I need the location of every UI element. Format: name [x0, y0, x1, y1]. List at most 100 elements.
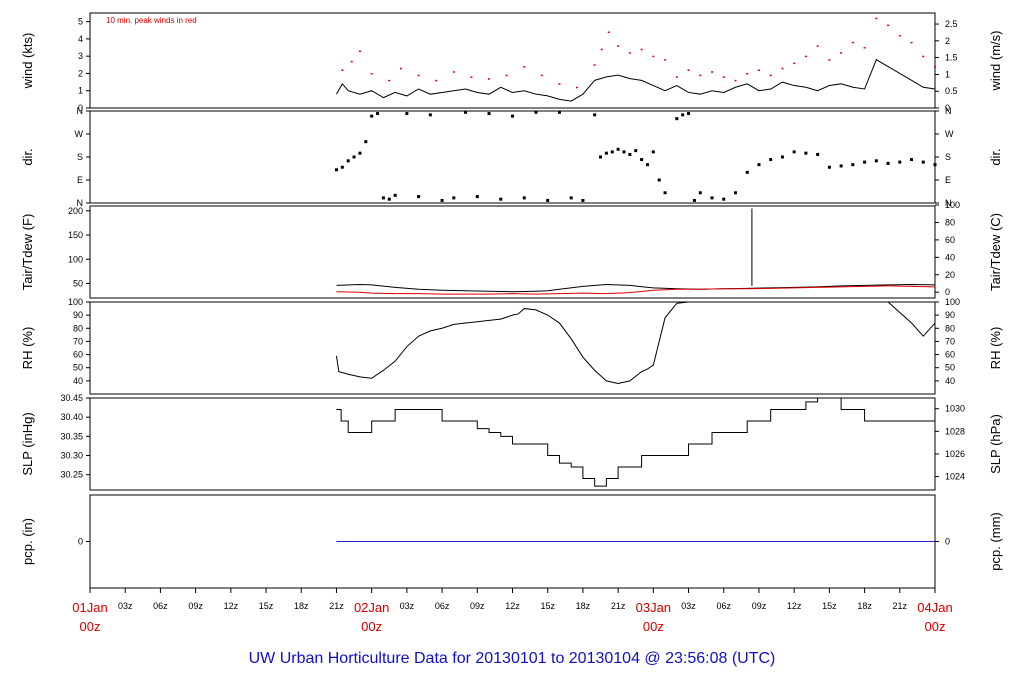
- peak-wind-point: [804, 55, 807, 58]
- peak-wind-point: [734, 79, 737, 82]
- panel-pcp: 0 0 pcp. (in) pcp. (mm): [20, 494, 1003, 589]
- wind-direction-point: [599, 155, 603, 159]
- wind-direction-point: [569, 196, 573, 200]
- xtick-label: 03z: [118, 601, 133, 611]
- peak-wind-point: [400, 67, 403, 70]
- ytick-label-right: 1026: [945, 449, 965, 459]
- wind-direction-point: [511, 114, 514, 118]
- peak-wind-point: [470, 76, 473, 78]
- xtick-day-label: 01Jan: [72, 600, 107, 615]
- xtick-label: 21z: [611, 601, 626, 611]
- ytick-label: 5: [78, 17, 83, 27]
- panel-temp: 50 100 150 200 0 20 40 60 80 100 Tair/Tdew (F) Tair…: [20, 200, 1003, 299]
- ytick-label-right: 40: [945, 252, 955, 262]
- peak-wind-point: [417, 74, 420, 77]
- peak-wind-point: [687, 69, 690, 71]
- xtick-label: 15z: [259, 601, 274, 611]
- ylabel-left: dir.: [20, 148, 35, 165]
- wind-direction-point: [376, 112, 380, 116]
- ylabel-right: dir.: [988, 148, 1003, 165]
- xtick-day-sub: 00z: [643, 619, 664, 634]
- wind-direction-point: [698, 191, 702, 195]
- wind-direction-point: [780, 155, 784, 159]
- wind-direction-point: [475, 195, 479, 199]
- wind-direction-point: [604, 151, 608, 155]
- peak-wind-point: [370, 72, 373, 75]
- ytick-label-right: 20: [945, 270, 955, 280]
- wind-direction-point: [692, 198, 696, 202]
- peak-wind-point: [863, 47, 866, 49]
- ytick-label: 90: [73, 310, 83, 320]
- peak-wind-point: [452, 71, 455, 73]
- ytick-label: W: [75, 129, 84, 139]
- ytick-label-right: S: [945, 152, 951, 162]
- ytick-label-right: 0: [945, 103, 950, 113]
- wind-direction-point: [381, 196, 385, 200]
- ytick-label: 50: [73, 278, 83, 288]
- ylabel-left: wind (kts): [20, 33, 35, 90]
- wind-direction-point: [687, 112, 691, 116]
- ylabel-right: pcp. (mm): [988, 512, 1003, 571]
- wind-direction-point: [534, 110, 538, 114]
- ytick-label: 30.25: [60, 470, 83, 480]
- ytick-label: 50: [73, 363, 83, 373]
- wind-direction-point: [663, 191, 667, 195]
- xtick-label: 06z: [435, 601, 450, 611]
- xtick-label: 21z: [329, 601, 344, 611]
- peak-wind-point: [435, 79, 438, 82]
- peak-wind-point: [711, 71, 714, 73]
- wind-direction-point: [657, 178, 661, 182]
- wind-direction-point: [634, 149, 638, 153]
- wind-direction-point: [364, 140, 368, 144]
- wind-direction-point: [464, 110, 468, 114]
- ytick-label: E: [77, 175, 83, 185]
- panel-slp: 30.25 30.30 30.35 30.40 30.45 1024 1026 1028 103…: [20, 393, 1003, 491]
- wind-direction-point: [557, 110, 561, 114]
- ytick-label: 30.45: [60, 393, 83, 403]
- wind-direction-point: [863, 160, 867, 164]
- panel-frame: [89, 397, 936, 491]
- ylabel-right: Tair/Tdew (C): [988, 213, 1003, 291]
- ytick-label-right: 40: [945, 376, 955, 386]
- wind-direction-point: [651, 150, 655, 154]
- wind-direction-point: [452, 196, 456, 200]
- ytick-label-right: 60: [945, 235, 955, 245]
- ytick-label: 100: [68, 254, 83, 264]
- peak-wind-point: [628, 52, 631, 54]
- ylabel-right: SLP (hPa): [988, 414, 1003, 474]
- wind-direction-point: [581, 198, 585, 202]
- ytick-label-right: N: [945, 106, 952, 116]
- panel-rh: 40 50 60 70 80 90 100 40 50 60 70 80 90 100 RH (%) RH (…: [20, 297, 1003, 395]
- ytick-label-right: 100: [945, 200, 960, 210]
- peak-wind-annotation: 10 min. peak winds in red: [106, 16, 197, 25]
- xtick-day-label: 04Jan: [917, 600, 952, 615]
- xtick-label: 18z: [857, 601, 872, 611]
- peak-wind-point: [922, 55, 925, 58]
- series-line-wind: [336, 58, 936, 102]
- wind-direction-point: [546, 198, 550, 202]
- peak-wind-point: [781, 67, 784, 70]
- ylabel-left: Tair/Tdew (F): [20, 214, 35, 291]
- peak-wind-point: [488, 78, 491, 80]
- panel-frame: [89, 301, 936, 395]
- ytick-label-right: 1030: [945, 404, 965, 414]
- wind-direction-point: [334, 168, 338, 172]
- peak-wind-point: [523, 66, 526, 68]
- peak-wind-point: [350, 60, 353, 63]
- ylabel-left: pcp. (in): [20, 518, 35, 565]
- ytick-label-right: 1024: [945, 472, 965, 482]
- xtick-label: 09z: [752, 601, 767, 611]
- wind-direction-point: [645, 163, 649, 167]
- peak-wind-point: [341, 69, 344, 71]
- xtick-label: 12z: [224, 601, 239, 611]
- wind-direction-point: [898, 160, 902, 164]
- xtick-label: 06z: [716, 601, 731, 611]
- peak-wind-point: [675, 76, 678, 78]
- series-line-slp: [336, 397, 935, 487]
- wind-direction-point: [522, 196, 526, 200]
- peak-wind-point: [851, 41, 854, 44]
- peak-wind-point: [828, 59, 831, 61]
- series-line-tdew: [336, 285, 936, 295]
- xtick-day-label: 02Jan: [354, 600, 389, 615]
